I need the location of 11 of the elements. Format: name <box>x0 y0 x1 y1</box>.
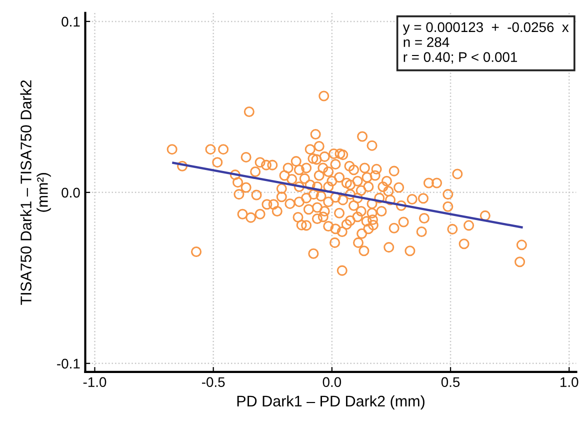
x-tick-label: -0.5 <box>202 377 225 388</box>
y-tick-label: 0.1 <box>62 16 80 27</box>
annotation: y = 0.000123 + -0.0256 x n = 284 r = 0.40; P < 0.001 <box>402 22 569 64</box>
y-axis-title: TISA750 Dark1 – TISA750 Dark2 (mm²) <box>20 80 51 305</box>
x-tick-label: 0.0 <box>322 377 342 388</box>
x-tick-label: 0.5 <box>441 377 460 388</box>
y-tick-label: -0.1 <box>57 358 80 369</box>
y-tick-label: 0.0 <box>62 188 80 198</box>
x-axis-title: PD Dark1 – PD Dark2 (mm) <box>237 395 424 410</box>
x-tick-label: 1.0 <box>560 377 578 388</box>
x-tick-label: -1.0 <box>83 377 106 388</box>
